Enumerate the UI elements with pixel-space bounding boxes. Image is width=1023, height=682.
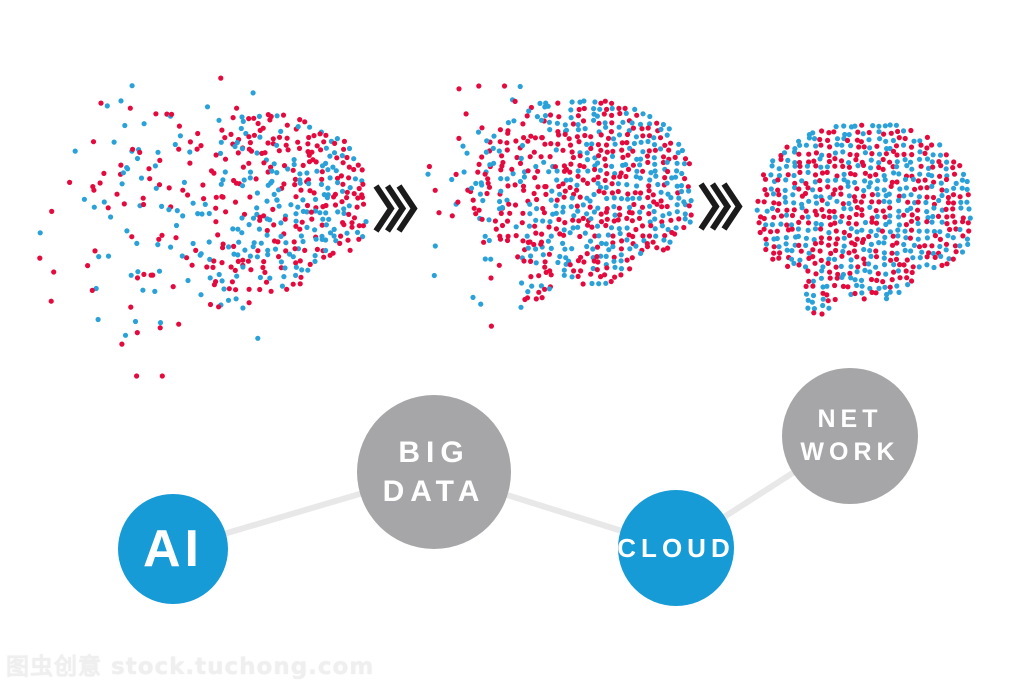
brain-dots-complete	[754, 122, 973, 317]
node-big-data-label-line2: DATA	[382, 475, 486, 508]
triple-chevron-right-icon	[373, 184, 418, 233]
node-network: NET WORK	[782, 368, 918, 504]
brain-dots-converging	[425, 83, 694, 329]
node-big-data-label-line1: BIG	[398, 436, 470, 469]
node-network-label-line1: NET	[817, 405, 883, 433]
node-cloud-label: CLOUD	[617, 532, 735, 563]
node-ai: AI	[118, 494, 228, 604]
node-cloud: CLOUD	[617, 490, 735, 606]
node-ai-label: AI	[143, 520, 203, 578]
triple-chevron-right-icon	[698, 182, 743, 231]
node-network-label-line2: WORK	[800, 438, 900, 466]
node-big-data: BIG DATA	[357, 395, 511, 549]
dotted-brains-graphic	[37, 75, 973, 379]
stock-watermark: 图虫创意 stock.tuchong.com	[6, 654, 375, 680]
brain-dots-scattered	[37, 75, 369, 379]
